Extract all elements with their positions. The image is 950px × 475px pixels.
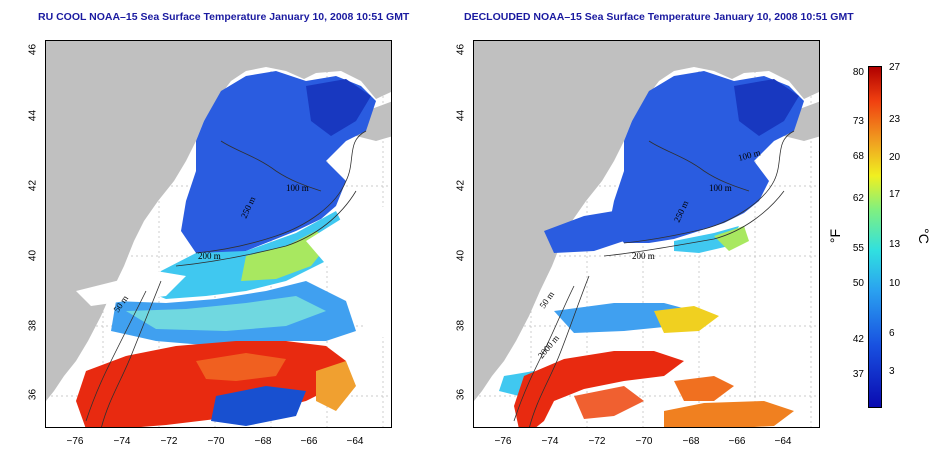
left-map-title: RU COOL NOAA–15 Sea Surface Temperature … — [38, 11, 410, 23]
land-mass — [46, 41, 391, 401]
x-tick: −64 — [346, 436, 364, 447]
warm-water-region — [76, 341, 346, 427]
colorbar-f-tick: 42 — [852, 334, 864, 345]
contour-label: 200 m — [198, 251, 221, 261]
colorbar-f-tick: 62 — [852, 193, 864, 204]
x-tick: −68 — [682, 436, 700, 447]
temperature-colorbar — [868, 66, 882, 408]
colorbar-c-tick: 20 — [889, 152, 901, 163]
colorbar-c-tick: 27 — [889, 62, 901, 73]
x-tick: −76 — [494, 436, 512, 447]
right-map-panel: 100 m 100 m 250 m 200 m 50 m 2000 m −76 … — [456, 40, 820, 447]
y-tick: 40 — [27, 249, 39, 262]
colorbar-f-tick: 55 — [852, 243, 864, 254]
contour-label: 200 m — [632, 251, 655, 261]
x-tick: −74 — [541, 436, 559, 447]
x-tick: −64 — [774, 436, 792, 447]
y-tick: 46 — [455, 43, 467, 56]
colorbar-c-tick: 3 — [889, 366, 895, 377]
colorbar-c-tick: 10 — [889, 278, 901, 289]
y-tick: 40 — [455, 249, 467, 262]
right-map-title: DECLOUDED NOAA–15 Sea Surface Temperatur… — [464, 11, 854, 23]
x-tick: −76 — [66, 436, 84, 447]
y-tick: 36 — [455, 388, 467, 401]
y-tick: 38 — [455, 319, 467, 332]
x-tick: −66 — [300, 436, 318, 447]
colorbar-f-tick: 37 — [852, 369, 864, 380]
contour-label: 50 m — [537, 289, 556, 310]
contour-label: 2000 m — [536, 333, 561, 360]
x-tick: −70 — [635, 436, 653, 447]
right-map-frame: 100 m 100 m 250 m 200 m 50 m 2000 m — [473, 40, 820, 428]
colorbar-c-tick: 6 — [889, 328, 895, 339]
colorbar-f-tick: 50 — [852, 278, 864, 289]
left-map-frame: 100 m 250 m 200 m 50 m — [45, 40, 392, 428]
y-tick: 44 — [27, 109, 39, 122]
x-tick: −66 — [728, 436, 746, 447]
x-tick: −74 — [113, 436, 131, 447]
y-tick: 38 — [27, 319, 39, 332]
colorbar-f-tick: 68 — [852, 151, 864, 162]
left-map-panel: 100 m 250 m 200 m 50 m −76 −74 −72 −70 −… — [28, 40, 392, 447]
x-tick: −72 — [588, 436, 606, 447]
y-tick: 36 — [27, 388, 39, 401]
colorbar-c-tick: 17 — [889, 189, 901, 200]
x-tick: −72 — [160, 436, 178, 447]
y-tick: 42 — [27, 179, 39, 192]
colorbar-f-tick: 80 — [852, 67, 864, 78]
y-tick: 42 — [455, 179, 467, 192]
warm-water-region — [514, 351, 684, 427]
colorbar-c-tick: 23 — [889, 114, 901, 125]
colorbar-f-tick: 73 — [852, 116, 864, 127]
y-tick: 44 — [455, 109, 467, 122]
celsius-unit-label: °C — [915, 228, 932, 244]
contour-label: 100 m — [709, 183, 732, 193]
x-tick: −70 — [207, 436, 225, 447]
y-tick: 46 — [27, 43, 39, 56]
contour-label: 100 m — [286, 183, 309, 193]
x-tick: −68 — [254, 436, 272, 447]
colorbar-c-tick: 13 — [889, 239, 901, 250]
land-mass — [474, 41, 819, 401]
fahrenheit-unit-label: °F — [827, 228, 844, 244]
